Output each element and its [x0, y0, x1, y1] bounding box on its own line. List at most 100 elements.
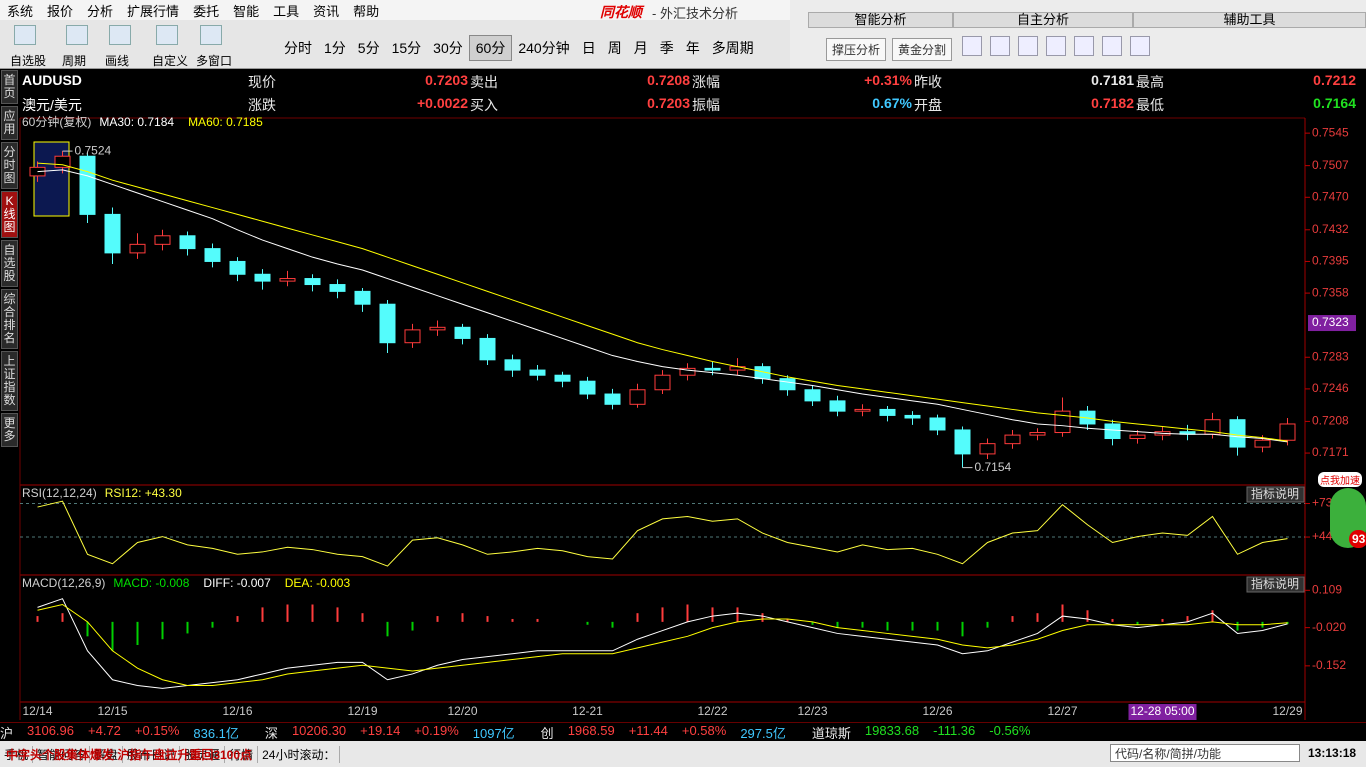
panel-button[interactable]: 撑压分析	[826, 38, 887, 61]
panel-title[interactable]: 智能分析	[808, 12, 953, 28]
period-button[interactable]: 60分	[468, 35, 513, 61]
toolbar-label[interactable]: 自选股	[10, 54, 47, 68]
status-item[interactable]: 股市日记	[123, 745, 181, 763]
panel-title[interactable]: 自主分析	[953, 12, 1133, 28]
menu-item[interactable]: 智能	[233, 3, 260, 19]
toolbar-icon[interactable]	[109, 25, 131, 45]
toolbar-label[interactable]: 自定义	[152, 54, 189, 68]
panel-title[interactable]: 辅助工具	[1133, 12, 1366, 28]
indicator-line	[37, 169, 1288, 443]
status-item[interactable]: 手机	[0, 745, 34, 763]
float-number[interactable]: 93	[1349, 530, 1366, 548]
tool-icon[interactable]	[1074, 36, 1094, 56]
menu-item[interactable]: 资讯	[313, 3, 340, 19]
y-tick-label: +73	[1312, 496, 1333, 510]
ticker-group: 道琼斯 19833.68 -111.36 -0.56%	[812, 723, 1031, 742]
candle-body	[1054, 410, 1071, 434]
side-tab[interactable]: 自选股	[1, 240, 18, 287]
status-item[interactable]: 24小时滚动：	[258, 745, 341, 763]
menu-item[interactable]: 分析	[87, 3, 114, 19]
tool-icon[interactable]	[1102, 36, 1122, 56]
y-tick-label: 0.7507	[1312, 158, 1349, 172]
menu-item[interactable]: 扩展行情	[127, 3, 180, 19]
period-button[interactable]: 15分	[391, 40, 422, 56]
period-button[interactable]: 1分	[324, 40, 346, 56]
ticker-field: +11.44	[628, 723, 668, 738]
tool-icon[interactable]	[990, 36, 1010, 56]
side-tab[interactable]: 分时图	[1, 142, 18, 189]
side-tab[interactable]: 应用	[1, 106, 18, 140]
side-tab[interactable]: 综合排名	[1, 289, 18, 349]
cursor-price-box	[1308, 315, 1356, 332]
y-tick-label: 0.7545	[1312, 125, 1349, 139]
quote-label: 最低	[1136, 97, 1164, 113]
toolbar-icon[interactable]	[14, 25, 36, 45]
indicator-line	[37, 162, 1288, 442]
y-tick-label: 0.7246	[1312, 381, 1349, 395]
toolbar-icon[interactable]	[156, 25, 178, 45]
toolbar-label[interactable]: 画线	[105, 54, 130, 68]
period-button[interactable]: 分时	[284, 40, 312, 56]
candle-body	[154, 235, 171, 245]
menu-item[interactable]: 工具	[273, 3, 300, 19]
menu-item[interactable]: 帮助	[353, 3, 380, 19]
search-box[interactable]: 代码/名称/简拼/功能	[1110, 744, 1300, 762]
tool-icon[interactable]	[1046, 36, 1066, 56]
candle-body	[679, 367, 696, 376]
candle-body	[954, 429, 971, 455]
toolbar-icon[interactable]	[66, 25, 88, 45]
candle-body	[854, 408, 871, 412]
menu-item[interactable]: 系统	[7, 3, 34, 19]
period-button[interactable]: 周	[607, 40, 622, 56]
period-button[interactable]: 240分钟	[518, 40, 570, 56]
period-button[interactable]: 30分	[433, 40, 463, 56]
side-tab[interactable]: K线图	[1, 191, 18, 238]
menu-item[interactable]: 报价	[47, 3, 74, 19]
app-title: 同花顺	[600, 4, 642, 20]
period-button[interactable]: 年	[685, 40, 700, 56]
status-item[interactable]: 智能问答	[33, 745, 91, 763]
period-button[interactable]: 季	[659, 40, 674, 56]
candle-body	[604, 393, 621, 405]
menu-bar: 系统 报价 分析 扩展行情 委托 智能 工具 资讯 帮助	[0, 0, 790, 20]
news-headline[interactable]: 中字头个股集体爆发 沪指午盘拉升重回3100点	[6, 747, 253, 762]
menu-item[interactable]: 委托	[193, 3, 220, 19]
x-tick-label: 12-28 05:00	[1130, 704, 1194, 718]
ticker-field: 创	[540, 726, 554, 741]
side-tab[interactable]: 更多	[1, 413, 18, 447]
toolbar-icon[interactable]	[200, 25, 222, 45]
candle-body	[1229, 419, 1246, 448]
ticker-field: 10206.30	[291, 723, 347, 738]
period-button[interactable]: 5分	[357, 40, 380, 56]
period-button[interactable]: 多周期	[711, 40, 754, 56]
float-button[interactable]: 点我加速	[1318, 472, 1362, 487]
toolbar-label[interactable]: 多窗口	[196, 54, 233, 68]
tool-icon[interactable]	[1018, 36, 1038, 56]
tool-icon[interactable]	[1130, 36, 1150, 56]
candle-body	[554, 374, 571, 382]
ticker-group: 深 10206.30 +19.14 +0.19% 1097亿	[265, 723, 515, 742]
side-tab[interactable]: 首页	[1, 70, 18, 104]
quote-value: 0.7203	[647, 95, 690, 111]
status-item[interactable]: 股灵通	[180, 745, 226, 763]
panel-button[interactable]: 黄金分割	[892, 38, 953, 61]
indicator-help-label: 指标说明	[1251, 486, 1299, 501]
candle-body	[304, 278, 321, 286]
ticker-field: +0.19%	[414, 723, 459, 738]
period-button[interactable]: 日	[581, 40, 596, 56]
x-tick-label: 12/19	[347, 704, 377, 718]
candle-body	[204, 248, 221, 262]
toolbar-label[interactable]: 周期	[62, 54, 87, 68]
candle-body	[804, 389, 821, 402]
candle-body	[879, 408, 896, 416]
quote-value: 0.67%	[872, 95, 912, 111]
status-item[interactable]: 行情	[225, 745, 259, 763]
ticker-field: 297.5亿	[740, 726, 786, 741]
candle-body	[729, 366, 746, 371]
tool-icon[interactable]	[962, 36, 982, 56]
y-tick-label: 0.7208	[1312, 414, 1349, 428]
quote-label: 最高	[1136, 74, 1164, 90]
status-item[interactable]: 解盘	[90, 745, 124, 763]
period-button[interactable]: 月	[633, 40, 648, 56]
side-tab[interactable]: 上证指数	[1, 351, 18, 411]
